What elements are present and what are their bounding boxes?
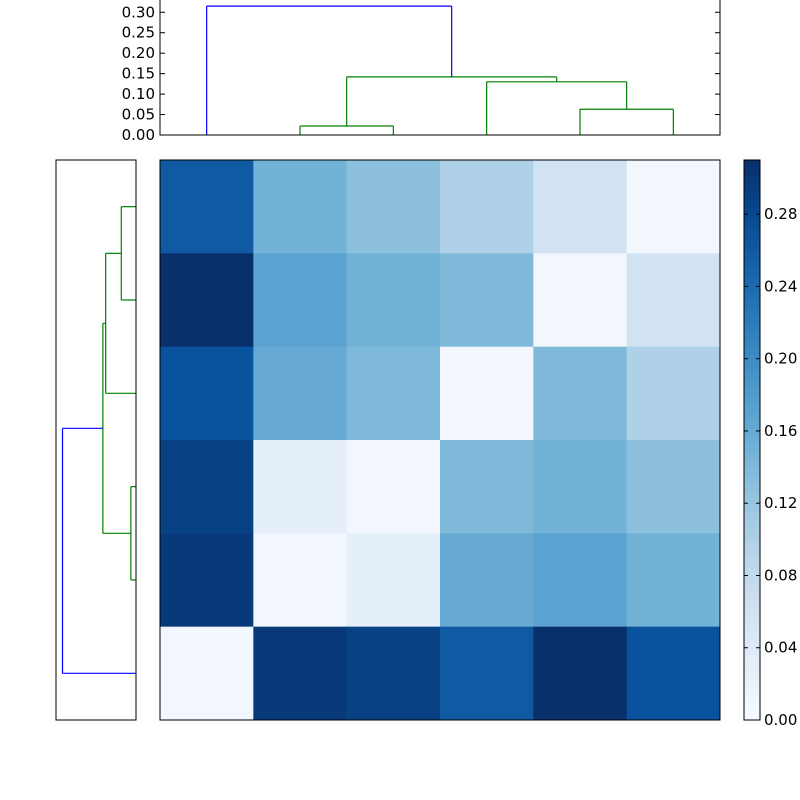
heatmap-cell-r1-c5 [626, 253, 721, 348]
top-dendrogram: 0.00 0.05 0.10 0.15 0.20 0.25 0.30 [122, 0, 721, 144]
heatmap-cell-r0-c3 [440, 160, 534, 254]
heatmap-cell-r5-c5 [626, 626, 721, 721]
heatmap-cell-r5-c1 [253, 626, 348, 721]
colorbar-tick-label-1: 0.04 [764, 639, 797, 657]
colorbar-tick-label-6: 0.24 [764, 277, 797, 295]
heatmap-cell-r1-c2 [346, 253, 441, 348]
heatmap-cell-r2-c4 [533, 346, 628, 441]
heatmap-cell-r2-c1 [253, 346, 348, 441]
heatmap-cell-r1-c3 [440, 253, 534, 348]
heatmap-cell-r5-c4 [533, 626, 628, 721]
heatmap-cell-r4-c5 [626, 533, 721, 628]
heatmap-cell-r4-c4 [533, 533, 628, 628]
top-ytick-label-3: 0.15 [122, 65, 155, 83]
left-dendrogram-frame [55, 159, 137, 721]
colorbar-tick-label-5: 0.20 [764, 350, 797, 368]
top-ytick-label-0: 0.00 [122, 126, 155, 144]
colorbar-tick-label-2: 0.08 [764, 566, 797, 584]
heatmap-cell-r4-c1 [253, 533, 348, 628]
heatmap-cell-r4-c0 [160, 533, 254, 628]
heatmap-cell-r3-c5 [626, 440, 721, 534]
heatmap-cell-r3-c0 [160, 440, 254, 534]
colorbar: 0.00 0.04 0.08 0.12 0.16 0.20 0.24 0.28 [743, 159, 797, 729]
heatmap-cell-r2-c3 [440, 346, 534, 441]
heatmap-cell-r3-c2 [346, 440, 441, 534]
top-ytick-label-5: 0.25 [122, 24, 155, 42]
heatmap-cell-r2-c2 [346, 346, 441, 441]
heatmap-cell-r5-c2 [346, 626, 441, 721]
heatmap-cell-r2-c5 [626, 346, 721, 441]
heatmap-cell-r0-c1 [253, 160, 348, 254]
colorbar-fill [744, 160, 760, 720]
colorbar-tick-label-4: 0.16 [764, 422, 797, 440]
top-dendrogram-frame [159, 0, 721, 136]
heatmap-cell-r2-c0 [160, 346, 254, 441]
top-ytick-label-4: 0.20 [122, 44, 155, 62]
heatmap-cell-r0-c4 [533, 160, 628, 254]
heatmap-cell-r0-c0 [160, 160, 254, 254]
heatmap-cell-r4-c2 [346, 533, 441, 628]
heatmap-cell-r3-c4 [533, 440, 628, 534]
heatmap-cell-r1-c1 [253, 253, 348, 348]
colorbar-tick-label-0: 0.00 [764, 711, 797, 729]
heatmap-cell-r3-c1 [253, 440, 348, 534]
colorbar-frame [743, 159, 761, 721]
top-ytick-label-1: 0.05 [122, 106, 155, 124]
heatmap-cell-r3-c3 [440, 440, 534, 534]
heatmap-cell-r1-c0 [160, 253, 254, 348]
heatmap [159, 159, 721, 721]
top-ytick-label-2: 0.10 [122, 85, 155, 103]
heatmap-cell-r0-c5 [626, 160, 721, 254]
top-ytick-label-6: 0.30 [122, 3, 155, 21]
heatmap-cell-r1-c4 [533, 253, 628, 348]
left-dendrogram [55, 159, 137, 721]
colorbar-tick-label-3: 0.12 [764, 494, 797, 512]
heatmap-frame [159, 159, 721, 721]
colorbar-tick-label-7: 0.28 [764, 205, 797, 223]
heatmap-cell-r4-c3 [440, 533, 534, 628]
heatmap-cell-r5-c3 [440, 626, 534, 721]
heatmap-cell-r5-c0 [160, 626, 254, 721]
heatmap-cell-r0-c2 [346, 160, 441, 254]
